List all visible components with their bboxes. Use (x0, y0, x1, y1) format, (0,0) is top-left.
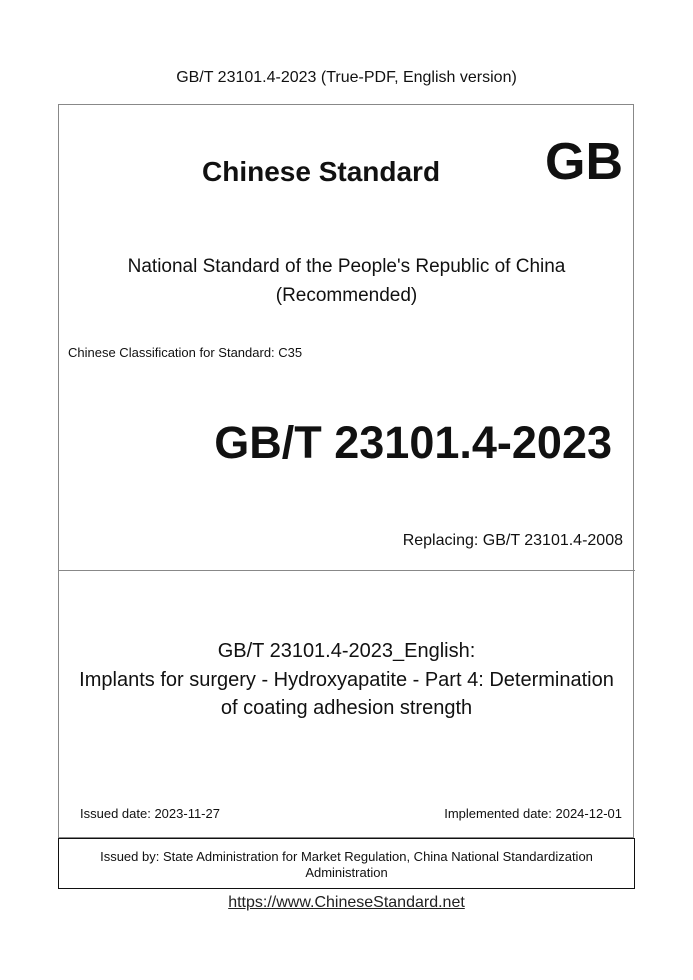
website-link[interactable]: https://www.ChineseStandard.net (228, 894, 465, 911)
cover-frame (58, 104, 634, 838)
classification: Chinese Classification for Standard: C35 (68, 345, 303, 360)
document-title-line: GB/T 23101.4-2023_English: (217, 640, 476, 662)
recommended-label: (Recommended) (275, 285, 418, 306)
issuer-line: Issued by: State Administration for Mark… (100, 849, 593, 864)
replacing-standard: Replacing: GB/T 23101.4-2008 (402, 532, 623, 549)
issuer-box: Issued by: State Administration for Mark… (58, 838, 635, 889)
standard-number: GB/T 23101.4-2023 (214, 417, 612, 468)
issued-date: Issued date: 2023-11-27 (80, 806, 220, 821)
gb-mark: GB (545, 133, 623, 191)
document-header: GB/T 23101.4-2023 (True-PDF, English ver… (176, 69, 517, 86)
document-title-line: of coating adhesion strength (220, 697, 473, 719)
issuer-line: Administration (305, 865, 388, 880)
document-title-line: Implants for surgery - Hydroxyapatite - … (79, 669, 614, 691)
implemented-date: Implemented date: 2024-12-01 (444, 806, 622, 821)
national-standard-line: National Standard of the People's Republ… (127, 256, 566, 277)
section-divider (58, 570, 635, 571)
brand-title: Chinese Standard (202, 156, 441, 187)
